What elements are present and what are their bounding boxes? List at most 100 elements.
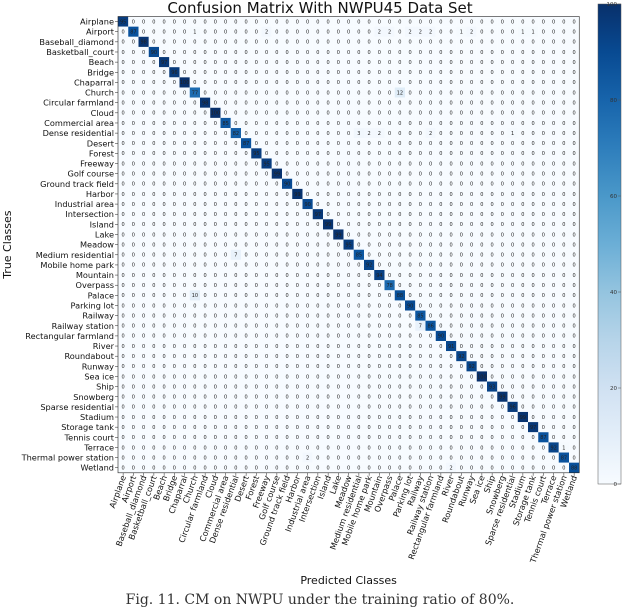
matrix-cell xyxy=(261,107,272,118)
cell-value: 0 xyxy=(286,212,289,218)
cell-value: 0 xyxy=(460,415,463,421)
matrix-cell xyxy=(343,87,354,98)
cell-value: 0 xyxy=(204,182,207,188)
matrix-cell xyxy=(169,77,180,88)
matrix-cell xyxy=(230,219,242,230)
cell-value: 0 xyxy=(214,161,217,167)
cell-value: 0 xyxy=(573,50,576,56)
matrix-cell xyxy=(128,26,139,37)
cell-value: 0 xyxy=(265,354,268,360)
cell-value: 0 xyxy=(460,435,463,441)
cell-value: 0 xyxy=(470,415,473,421)
cell-value: 0 xyxy=(286,273,289,279)
cell-value: 0 xyxy=(224,354,227,360)
matrix-cell xyxy=(343,26,354,37)
cell-value: 0 xyxy=(204,151,207,157)
cell-value: 0 xyxy=(306,151,309,157)
cell-value: 0 xyxy=(234,19,237,25)
cell-value: 0 xyxy=(409,263,412,269)
matrix-cell xyxy=(569,199,580,210)
matrix-cell xyxy=(179,178,190,189)
cell-value: 0 xyxy=(357,30,360,36)
matrix-cell xyxy=(353,36,365,47)
matrix-cell xyxy=(497,138,508,149)
matrix-cell xyxy=(333,178,344,189)
cell-value: 0 xyxy=(316,374,319,380)
matrix-cell xyxy=(169,46,180,58)
cell-value: 0 xyxy=(214,425,217,431)
cell-value: 0 xyxy=(552,273,555,279)
cell-value: 0 xyxy=(552,435,555,441)
cell-value: 0 xyxy=(255,313,258,319)
cell-value: 0 xyxy=(183,50,186,56)
cell-value: 0 xyxy=(573,90,576,96)
cell-value: 0 xyxy=(163,313,166,319)
matrix-cell xyxy=(302,77,313,88)
cell-value: 0 xyxy=(142,171,145,177)
cell-value: 0 xyxy=(491,80,494,86)
cell-value: 0 xyxy=(337,364,340,370)
y-tick-label: Airport xyxy=(86,27,115,37)
cell-value: 0 xyxy=(368,384,371,390)
cell-value: 0 xyxy=(255,121,258,127)
cell-value: 0 xyxy=(183,273,186,279)
matrix-cell xyxy=(189,26,201,37)
matrix-cell xyxy=(271,87,283,98)
matrix-cell xyxy=(569,209,580,220)
cell-value: 0 xyxy=(562,344,565,350)
cell-value: 0 xyxy=(480,141,483,147)
matrix-cell xyxy=(200,219,211,230)
cell-value: 0 xyxy=(562,70,565,76)
cell-value: 0 xyxy=(542,293,545,299)
matrix-cell xyxy=(230,138,242,149)
cell-value: 0 xyxy=(470,161,473,167)
cell-value: 0 xyxy=(439,151,442,157)
cell-value: 0 xyxy=(163,324,166,330)
matrix-cell xyxy=(384,229,395,240)
matrix-cell xyxy=(241,87,252,98)
cell-value: 0 xyxy=(193,303,196,309)
matrix-cell xyxy=(251,87,262,98)
cell-value: 0 xyxy=(132,324,135,330)
cell-value: 0 xyxy=(234,415,237,421)
cell-value: 0 xyxy=(480,283,483,289)
cell-value: 0 xyxy=(224,202,227,208)
matrix-cell xyxy=(118,117,129,129)
cell-value: 0 xyxy=(357,19,360,25)
matrix-cell xyxy=(179,97,190,108)
cell-value: 0 xyxy=(204,455,207,461)
matrix-cell xyxy=(189,46,201,58)
cell-value: 0 xyxy=(368,303,371,309)
matrix-cell xyxy=(179,87,190,98)
y-tick-label: Freeway xyxy=(80,159,114,169)
cell-value: 0 xyxy=(296,384,299,390)
matrix-cell xyxy=(323,67,334,78)
matrix-cell xyxy=(251,199,262,210)
cell-value: 0 xyxy=(163,273,166,279)
cell-value: 0 xyxy=(265,313,268,319)
cell-value: 0 xyxy=(511,50,514,56)
matrix-cell xyxy=(394,46,406,58)
matrix-cell xyxy=(384,107,395,118)
cell-value: 0 xyxy=(480,415,483,421)
matrix-cell xyxy=(292,26,303,37)
cell-value: 0 xyxy=(224,395,227,401)
matrix-cell xyxy=(323,229,334,240)
cell-value: 0 xyxy=(470,425,473,431)
matrix-cell xyxy=(517,219,529,230)
matrix-cell xyxy=(538,107,549,118)
cell-value: 0 xyxy=(378,151,381,157)
cell-value: 0 xyxy=(429,100,432,106)
y-tick-label: Desert xyxy=(87,138,115,148)
matrix-cell xyxy=(517,117,529,129)
cell-value: 0 xyxy=(470,40,473,46)
cell-value: 0 xyxy=(470,171,473,177)
matrix-cell xyxy=(415,36,426,47)
cell-value: 0 xyxy=(491,100,494,106)
matrix-cell xyxy=(333,138,344,149)
matrix-cell xyxy=(415,26,426,37)
cell-value: 0 xyxy=(152,354,155,360)
cell-value: 0 xyxy=(470,263,473,269)
matrix-cell xyxy=(230,168,242,179)
cell-value: 0 xyxy=(460,80,463,86)
